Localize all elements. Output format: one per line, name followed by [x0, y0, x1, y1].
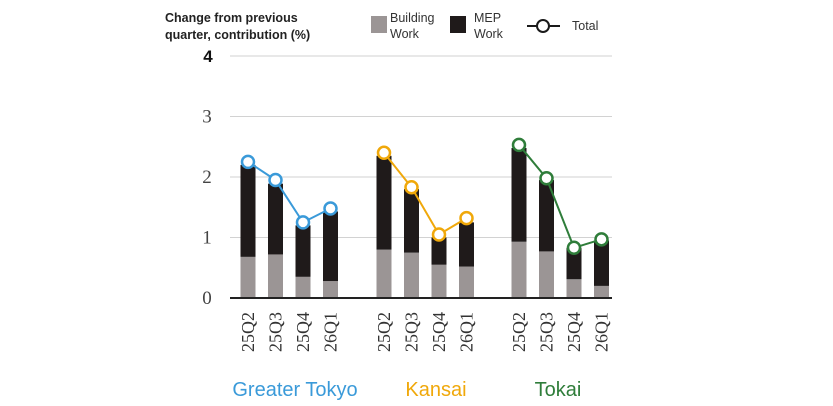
- bar-building-work: [511, 241, 527, 298]
- axes: 0 1 2 3 4 25Q2 25Q3 25Q4 26Q1 25Q2 25Q3 25Q4 26Q1 25Q…: [202, 47, 612, 352]
- x-tick-label: 25Q2: [509, 312, 529, 352]
- y-axis-title-line-2: quarter, contribution (%): [165, 28, 310, 42]
- x-tick-label: 25Q3: [537, 312, 557, 352]
- bar-building-work: [268, 254, 283, 298]
- x-tick-label: 26Q1: [457, 312, 477, 352]
- bar-mep-work: [323, 211, 338, 282]
- x-tick-label: 26Q1: [592, 312, 612, 352]
- x-tick-label: 25Q4: [429, 312, 449, 352]
- y-tick-label: 2: [202, 167, 212, 188]
- total-point: [268, 172, 283, 188]
- bar-building-work: [240, 256, 256, 298]
- legend-label-building-line-1: Building: [390, 11, 435, 25]
- bar-mep-work: [376, 155, 392, 250]
- x-tick-label: 25Q2: [238, 312, 258, 352]
- total-point: [323, 201, 338, 216]
- total-line: [247, 161, 331, 224]
- total-point: [295, 215, 311, 230]
- total-point: [594, 232, 609, 247]
- bar-mep-work: [594, 240, 609, 286]
- bar-building-work: [566, 279, 582, 298]
- total-point: [431, 227, 447, 242]
- total-lines: [240, 137, 609, 256]
- total-point: [511, 137, 527, 153]
- bar-building-work: [404, 252, 419, 298]
- total-point: [240, 154, 256, 170]
- bar-building-work: [459, 266, 474, 298]
- group-label-kansai: Kansai: [405, 379, 466, 401]
- bar-mep-work: [539, 180, 554, 252]
- bar-building-work: [539, 251, 554, 298]
- total-point: [404, 180, 419, 195]
- legend-label-mep-line-1: MEP: [474, 11, 501, 25]
- gridlines: [230, 55, 612, 238]
- total-line: [518, 144, 602, 250]
- x-tick-label: 25Q3: [266, 312, 286, 352]
- total-point: [459, 210, 474, 226]
- x-tick-label: 25Q4: [293, 312, 313, 352]
- total-point: [376, 145, 392, 161]
- bar-mep-work: [268, 183, 283, 255]
- legend-marker-total: [536, 19, 550, 33]
- legend-swatch-building-work: [371, 16, 387, 33]
- y-axis-title-line-1: Change from previous: [165, 11, 298, 25]
- total-point: [566, 240, 582, 256]
- group-label-greater-tokyo: Greater Tokyo: [232, 379, 357, 401]
- bar-mep-work: [431, 237, 447, 265]
- bar-mep-work: [566, 247, 582, 280]
- legend-label-total: Total: [572, 19, 598, 33]
- legend: Building Work MEP Work Total: [371, 11, 598, 41]
- x-tick-label: 26Q1: [321, 312, 341, 352]
- bar-building-work: [376, 249, 392, 298]
- bar-building-work: [323, 281, 338, 298]
- legend-swatch-mep-work: [450, 16, 466, 33]
- x-tick-label: 25Q2: [374, 312, 394, 352]
- bar-mep-work: [404, 189, 419, 253]
- x-tick-label: 25Q3: [402, 312, 422, 352]
- legend-label-building-line-2: Work: [390, 27, 420, 41]
- bar-building-work: [431, 264, 447, 298]
- bar-building-work: [594, 285, 609, 298]
- bar-mep-work: [295, 225, 311, 277]
- total-line: [383, 152, 468, 236]
- total-point: [539, 170, 554, 186]
- y-tick-label: 4: [203, 47, 213, 66]
- y-tick-label: 3: [202, 107, 212, 128]
- bars: [240, 147, 609, 298]
- bar-mep-work: [511, 147, 527, 242]
- bar-building-work: [295, 276, 311, 298]
- bar-mep-work: [459, 222, 474, 267]
- x-tick-label: 25Q4: [564, 312, 584, 352]
- group-label-tokai: Tokai: [535, 379, 582, 401]
- legend-label-mep-line-2: Work: [474, 27, 504, 41]
- y-tick-label: 0: [202, 288, 212, 309]
- y-tick-label: 1: [202, 228, 212, 249]
- bar-mep-work: [240, 164, 256, 257]
